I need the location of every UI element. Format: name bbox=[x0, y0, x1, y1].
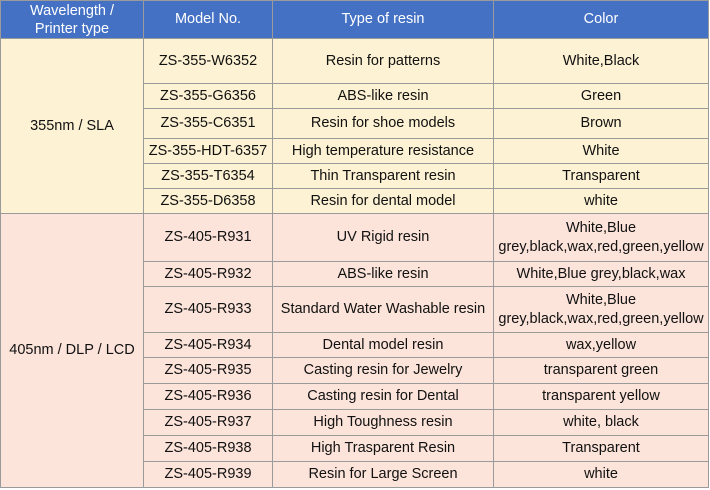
type-cell: Dental model resin bbox=[272, 332, 494, 358]
table-row: ZS-405-R936 Casting resin for Dental tra… bbox=[1, 383, 709, 410]
model-cell: ZS-355-G6356 bbox=[143, 83, 273, 109]
type-cell: Resin for Large Screen bbox=[272, 461, 494, 488]
model-cell: ZS-405-R939 bbox=[143, 461, 273, 488]
color-cell: white, black bbox=[493, 409, 709, 436]
type-cell: Resin for dental model bbox=[272, 188, 494, 214]
model-cell: ZS-405-R931 bbox=[143, 213, 273, 262]
type-cell: High Trasparent Resin bbox=[272, 435, 494, 462]
type-cell: Resin for patterns bbox=[272, 38, 494, 84]
color-cell: Green bbox=[493, 83, 709, 109]
table-row: ZS-355-T6354 Thin Transparent resin Tran… bbox=[1, 163, 709, 189]
header-color: Color bbox=[493, 0, 709, 39]
type-cell: Standard Water Washable resin bbox=[272, 286, 494, 333]
header-wavelength: Wavelength / Printer type bbox=[0, 0, 144, 39]
table-row: ZS-405-R939 Resin for Large Screen white bbox=[1, 461, 709, 488]
group-label-sla: 355nm / SLA bbox=[0, 38, 144, 214]
table-row: ZS-405-R937 High Toughness resin white, … bbox=[1, 409, 709, 436]
model-cell: ZS-405-R935 bbox=[143, 357, 273, 384]
table-row: 405nm / DLP / LCD ZS-405-R931 UV Rigid r… bbox=[0, 213, 709, 488]
color-cell: white bbox=[493, 188, 709, 214]
color-cell: transparent yellow bbox=[493, 383, 709, 410]
color-cell: White,Blue grey,black,wax bbox=[493, 261, 709, 287]
group-label-dlp: 405nm / DLP / LCD bbox=[0, 213, 144, 488]
model-cell: ZS-405-R934 bbox=[143, 332, 273, 358]
color-line: grey,black,wax,red,green,yellow bbox=[498, 238, 704, 255]
table-row: ZS-355-C6351 Resin for shoe models Brown bbox=[1, 108, 709, 139]
model-cell: ZS-355-D6358 bbox=[143, 188, 273, 214]
color-cell: transparent green bbox=[493, 357, 709, 384]
type-cell: High temperature resistance bbox=[272, 138, 494, 164]
model-cell: ZS-405-R937 bbox=[143, 409, 273, 436]
table-row: ZS-405-R934 Dental model resin wax,yello… bbox=[1, 332, 709, 358]
header-wavelength-line2: Printer type bbox=[34, 20, 110, 37]
color-cell: White,Blue grey,black,wax,red,green,yell… bbox=[493, 286, 709, 333]
model-cell: ZS-405-R938 bbox=[143, 435, 273, 462]
type-cell: ABS-like resin bbox=[272, 83, 494, 109]
table-row: ZS-355-HDT-6357 High temperature resista… bbox=[1, 138, 709, 164]
table-row: ZS-355-G6356 ABS-like resin Green bbox=[1, 83, 709, 109]
color-cell: White,Blue grey,black,wax,red,green,yell… bbox=[493, 213, 709, 262]
header-row: Wavelength / Printer type Model No. Type… bbox=[0, 0, 709, 39]
model-cell: ZS-405-R932 bbox=[143, 261, 273, 287]
color-cell: Transparent bbox=[493, 435, 709, 462]
color-line: White,Blue bbox=[565, 219, 637, 236]
color-cell: wax,yellow bbox=[493, 332, 709, 358]
model-cell: ZS-405-R933 bbox=[143, 286, 273, 333]
color-line: grey,black,wax,red,green,yellow bbox=[498, 310, 704, 327]
color-line: White,Blue bbox=[565, 291, 637, 308]
color-cell: Transparent bbox=[493, 163, 709, 189]
table-row: 355nm / SLA ZS-355-W6352 Resin for patte… bbox=[0, 38, 709, 214]
model-cell: ZS-355-W6352 bbox=[143, 38, 273, 84]
type-cell: Resin for shoe models bbox=[272, 108, 494, 139]
type-cell: ABS-like resin bbox=[272, 261, 494, 287]
type-cell: Casting resin for Jewelry bbox=[272, 357, 494, 384]
table-row: ZS-405-R938 High Trasparent Resin Transp… bbox=[1, 435, 709, 462]
type-cell: UV Rigid resin bbox=[272, 213, 494, 262]
color-cell: white bbox=[493, 461, 709, 488]
color-cell: White,Black bbox=[493, 38, 709, 84]
table-row: ZS-355-D6358 Resin for dental model whit… bbox=[1, 188, 709, 214]
model-cell: ZS-355-T6354 bbox=[143, 163, 273, 189]
model-cell: ZS-405-R936 bbox=[143, 383, 273, 410]
model-cell: ZS-355-HDT-6357 bbox=[143, 138, 273, 164]
table-row: ZS-405-R933 Standard Water Washable resi… bbox=[1, 286, 709, 333]
color-cell: White bbox=[493, 138, 709, 164]
model-cell: ZS-355-C6351 bbox=[143, 108, 273, 139]
type-cell: Casting resin for Dental bbox=[272, 383, 494, 410]
header-type: Type of resin bbox=[272, 0, 494, 39]
type-cell: High Toughness resin bbox=[272, 409, 494, 436]
header-wavelength-line1: Wavelength / bbox=[29, 2, 115, 19]
type-cell: Thin Transparent resin bbox=[272, 163, 494, 189]
header-model: Model No. bbox=[143, 0, 273, 39]
color-cell: Brown bbox=[493, 108, 709, 139]
table-row: ZS-405-R935 Casting resin for Jewelry tr… bbox=[1, 357, 709, 384]
